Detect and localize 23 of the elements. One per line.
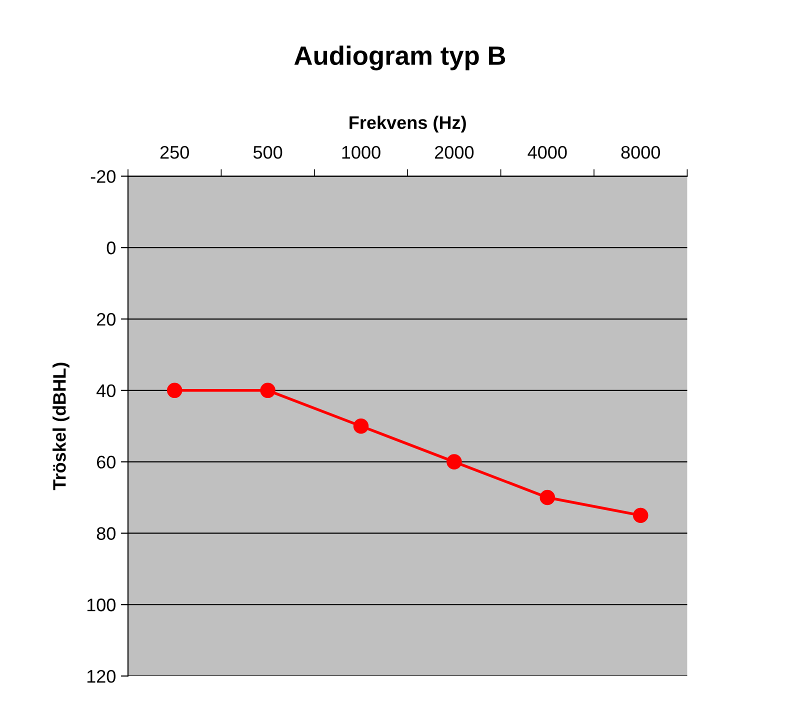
x-tick-label: 8000 xyxy=(621,146,660,159)
point xyxy=(260,382,276,398)
x-tick-label: 500 xyxy=(253,146,282,159)
x-tick-label: 2000 xyxy=(435,146,474,159)
y-tick-label: -20 xyxy=(90,170,116,183)
point xyxy=(353,418,369,434)
y-tick-label: 0 xyxy=(106,242,116,254)
x-tick-label: 4000 xyxy=(528,146,567,159)
x-axis-title: Frekvens (Hz) xyxy=(350,116,466,133)
x-tick-label: 1000 xyxy=(342,146,380,159)
y-axis-title: Tröskel (dBHL) xyxy=(52,362,70,490)
y-tick-label: 80 xyxy=(96,527,116,540)
y-tick-label: 60 xyxy=(97,456,116,469)
y-tick-label: 40 xyxy=(96,384,116,398)
point xyxy=(446,454,462,470)
x-tick-label: 250 xyxy=(160,146,189,159)
point xyxy=(540,490,556,506)
y-tick-label: 20 xyxy=(97,312,116,326)
point xyxy=(166,382,182,398)
point xyxy=(632,508,648,524)
y-tick-label: 120 xyxy=(87,670,116,683)
y-tick-label: 100 xyxy=(87,598,116,612)
chart-title: Audiogram typ B xyxy=(294,46,506,70)
